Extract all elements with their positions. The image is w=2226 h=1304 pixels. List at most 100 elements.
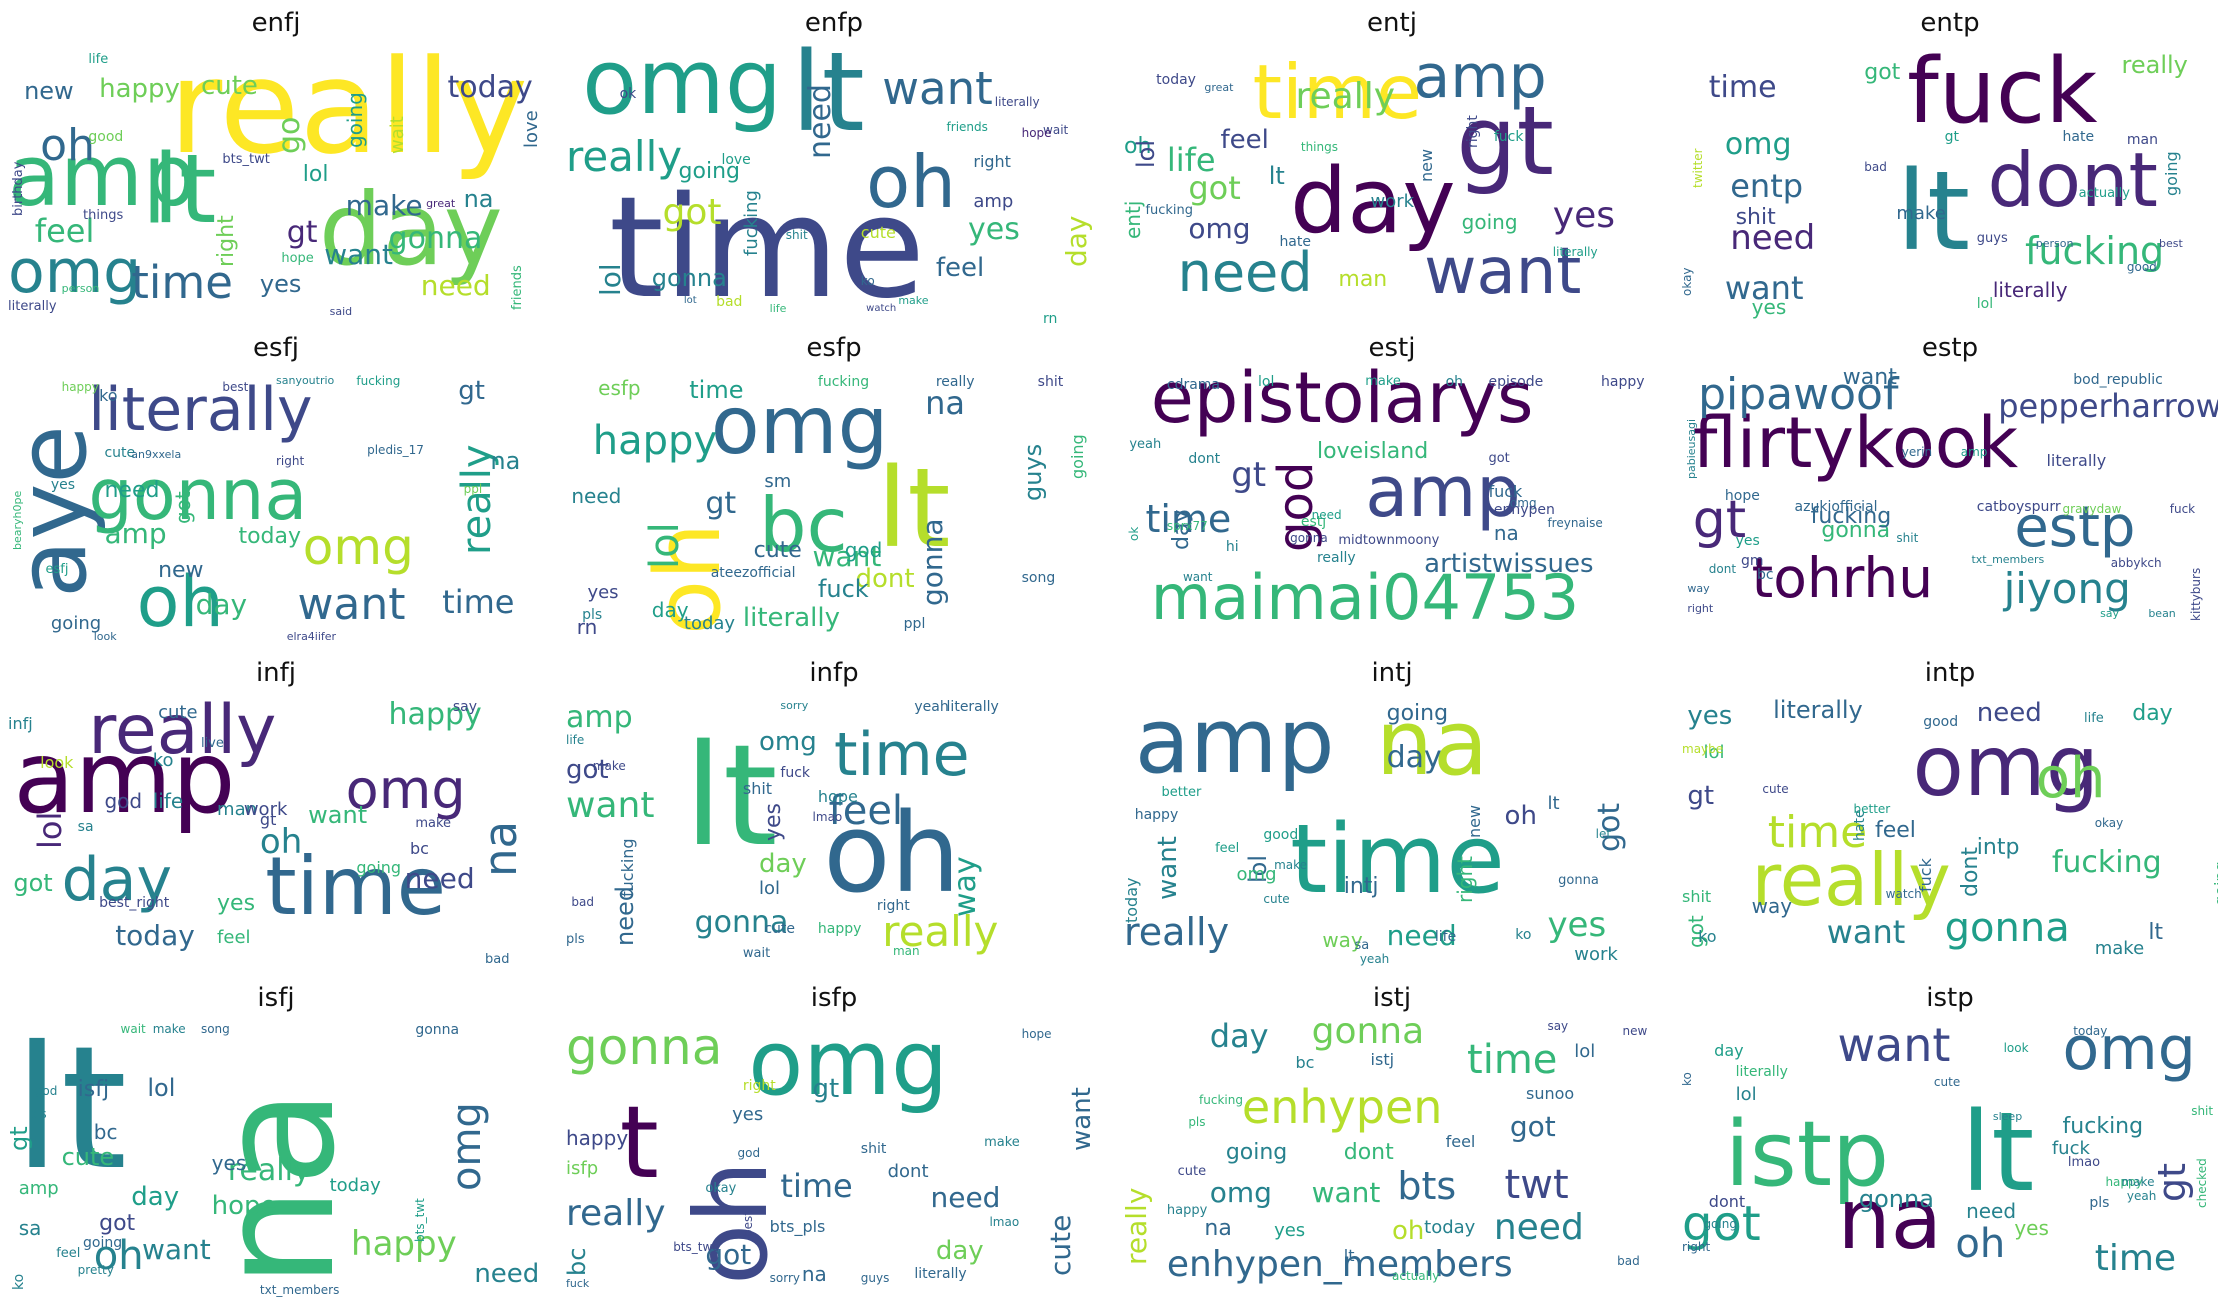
cloud-word: time bbox=[834, 719, 970, 790]
cloud-word: wait bbox=[742, 946, 771, 962]
cloud-word: enhypen bbox=[1493, 502, 1555, 519]
cloud-word: okay bbox=[2094, 815, 2124, 830]
cloud-word: really bbox=[1124, 1187, 1153, 1265]
cloud-word: lmao bbox=[812, 810, 843, 825]
cloud-word: kittyburs bbox=[2189, 567, 2204, 621]
word-cloud: flirtykook pipawoof pepperharrows gt estp toh… bbox=[1682, 365, 2218, 649]
cloud-word: ok bbox=[1127, 526, 1142, 542]
cloud-word: watch bbox=[1885, 886, 1922, 901]
cloud-word: na bbox=[925, 383, 965, 422]
cloud-word: gonna bbox=[566, 1017, 723, 1076]
cloud-word: gonna bbox=[415, 1021, 460, 1038]
cloud-word: bean bbox=[2148, 607, 2176, 621]
cloud-word: bc bbox=[410, 838, 429, 858]
cloud-word: good bbox=[2126, 259, 2157, 274]
cloud-word: say bbox=[452, 699, 478, 716]
cloud-word: god bbox=[104, 789, 143, 814]
word-cloud: lt oh time really feel want gonna omg amp day got n… bbox=[566, 690, 1102, 974]
cloud-word: right bbox=[742, 1078, 776, 1095]
cloud-word: enhypen bbox=[1241, 1080, 1443, 1134]
cloud-word: jiyong bbox=[2003, 564, 2131, 614]
cloud-word: yes bbox=[587, 581, 619, 603]
cloud-word: going bbox=[83, 1234, 123, 1251]
cloud-word: an9xxela bbox=[131, 448, 182, 462]
cloud-word: bearyh0pe bbox=[11, 490, 25, 550]
cloud-word: cute bbox=[764, 920, 795, 937]
cloud-word: life bbox=[566, 733, 585, 748]
cloud-word: want bbox=[1837, 1017, 1951, 1072]
cloud-word: really bbox=[882, 906, 999, 956]
panel-title: estj bbox=[1368, 333, 1416, 363]
cloud-word: day bbox=[1209, 1016, 1269, 1055]
cloud-word: yes bbox=[217, 891, 256, 917]
cloud-word: great bbox=[1204, 80, 1234, 94]
cloud-word: happy bbox=[388, 697, 482, 733]
cloud-word: hope bbox=[1724, 487, 1760, 504]
cloud-word: omg bbox=[1209, 1175, 1272, 1209]
cloud-word: feel bbox=[935, 252, 985, 283]
cloud-word: fuck bbox=[1488, 482, 1523, 502]
cloud-word: entj bbox=[1124, 200, 1145, 239]
cloud-word: man bbox=[2126, 131, 2158, 148]
cloud-word: best bbox=[740, 1210, 755, 1237]
cloud-word: today bbox=[1424, 1217, 1476, 1239]
cloud-word: day bbox=[1060, 215, 1094, 268]
cloud-word: omg bbox=[345, 757, 466, 821]
cloud-word: day bbox=[651, 597, 689, 622]
cloud-word: ko bbox=[152, 750, 174, 772]
cloud-word: day bbox=[758, 848, 807, 879]
cloud-word: time bbox=[608, 167, 926, 324]
cloud-word: want bbox=[1153, 836, 1184, 901]
cloud-word: bts bbox=[1397, 1164, 1457, 1209]
cloud-word: twt bbox=[1504, 1161, 1569, 1208]
cloud-word: really bbox=[1124, 910, 1230, 955]
word-cloud: omg t oh gonna really time need got cute want day h… bbox=[566, 1015, 1102, 1299]
word-cloud: istp lt na omg want got oh time gt gonna fucking fu… bbox=[1682, 1015, 2218, 1299]
cloud-word: today bbox=[238, 523, 302, 549]
cloud-word: bts_pls bbox=[769, 1217, 826, 1237]
panel-title: infj bbox=[255, 658, 297, 688]
cloud-word: want bbox=[1424, 234, 1582, 309]
cloud-word: amp bbox=[1960, 445, 1988, 460]
cloud-word: checked bbox=[2194, 1158, 2209, 1209]
cloud-word: make bbox=[2094, 937, 2145, 959]
panel-title: enfp bbox=[804, 8, 864, 38]
cloud-word: na bbox=[1375, 691, 1489, 797]
cloud-word: pls bbox=[1188, 1115, 1206, 1130]
cloud-word: make bbox=[345, 189, 423, 223]
cloud-word: bad bbox=[1617, 1254, 1640, 1269]
cloud-word: elra4iifer bbox=[286, 629, 337, 643]
cloud-word: day bbox=[1386, 739, 1442, 775]
cloud-word: lol bbox=[594, 262, 628, 296]
cloud-word: dont bbox=[1708, 1191, 1746, 1211]
cloud-word: gonna bbox=[1290, 530, 1328, 545]
cloud-word: sprx77 bbox=[1166, 519, 1208, 534]
cloud-word: omg bbox=[582, 40, 782, 135]
cloud-word: guys bbox=[860, 1271, 890, 1286]
cloud-word: esfj bbox=[45, 561, 69, 577]
cloud-word: really bbox=[566, 131, 683, 181]
cloud-word: lt bbox=[2148, 919, 2164, 945]
wordcloud-panel-isfj: isfj lt na omg happy oh want need really hope day c… bbox=[8, 981, 544, 1299]
cloud-word: bc bbox=[566, 1247, 591, 1277]
cloud-word: bad bbox=[571, 895, 594, 910]
cloud-word: happy bbox=[1601, 374, 1645, 391]
cloud-word: need bbox=[420, 268, 491, 302]
cloud-word: esfp bbox=[598, 376, 641, 401]
cloud-word: look bbox=[93, 629, 117, 643]
cloud-word: gt bbox=[1456, 86, 1554, 197]
cloud-word: today bbox=[1124, 877, 1141, 923]
cloud-word: feel bbox=[217, 926, 251, 948]
cloud-word: literally bbox=[88, 375, 313, 446]
cloud-word: make bbox=[152, 1021, 186, 1036]
cloud-word: gonna bbox=[694, 904, 789, 940]
cloud-word: maimai04753 bbox=[1150, 561, 1580, 635]
cloud-word: ko bbox=[860, 273, 875, 288]
cloud-word: day bbox=[131, 1182, 180, 1213]
wordcloud-panel-intp: intp omg oh really time gonna want fucking need g… bbox=[1682, 656, 2218, 974]
cloud-word: going bbox=[1386, 701, 1449, 727]
cloud-word: isfj bbox=[77, 1077, 110, 1103]
cloud-word: way bbox=[1687, 581, 1710, 595]
cloud-word: freynaise bbox=[1547, 516, 1603, 531]
cloud-word: gonna bbox=[88, 453, 308, 536]
